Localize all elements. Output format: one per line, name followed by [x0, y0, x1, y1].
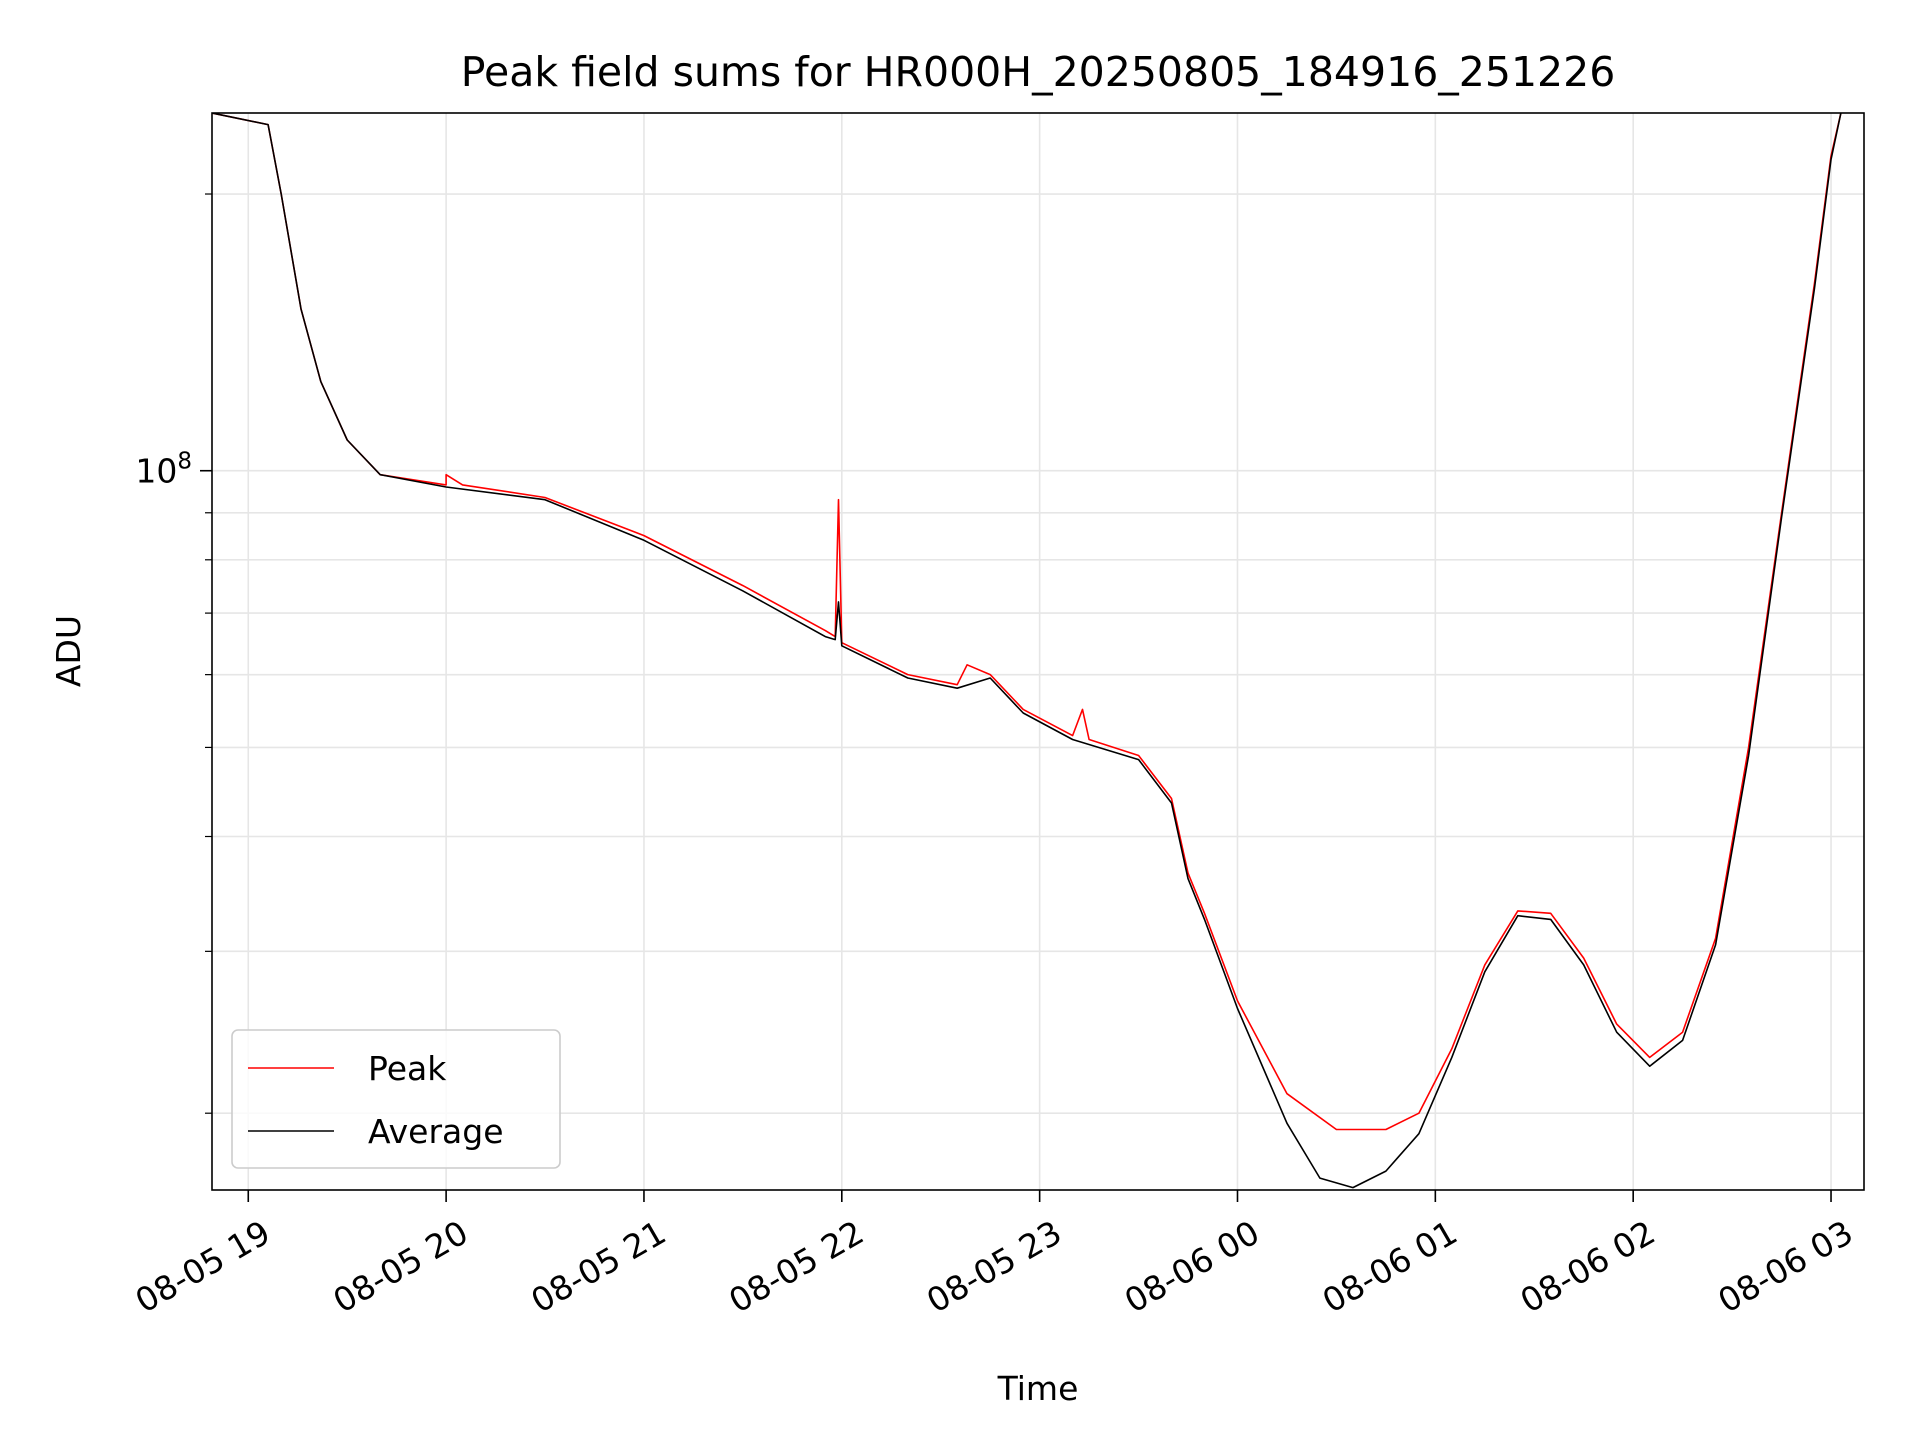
series-layer	[212, 113, 1842, 1189]
y-axis: 108	[135, 193, 212, 1114]
plot-area-background	[212, 113, 1864, 1190]
series-line-peak	[212, 113, 1842, 1131]
legend-label-average: Average	[368, 1112, 504, 1151]
chart-title: Peak field sums for HR000H_20250805_1849…	[461, 48, 1616, 96]
major-grid	[212, 113, 1864, 1190]
legend-label-peak: Peak	[368, 1049, 447, 1088]
x-axis-label: Time	[997, 1369, 1079, 1408]
legend: Peak Average	[231, 1029, 561, 1169]
y-tick-label: 108	[135, 449, 192, 491]
legend-box	[231, 1029, 561, 1169]
plot-frame	[211, 112, 1865, 1191]
y-axis-label: ADU	[49, 615, 88, 687]
series-line-average	[212, 113, 1842, 1189]
